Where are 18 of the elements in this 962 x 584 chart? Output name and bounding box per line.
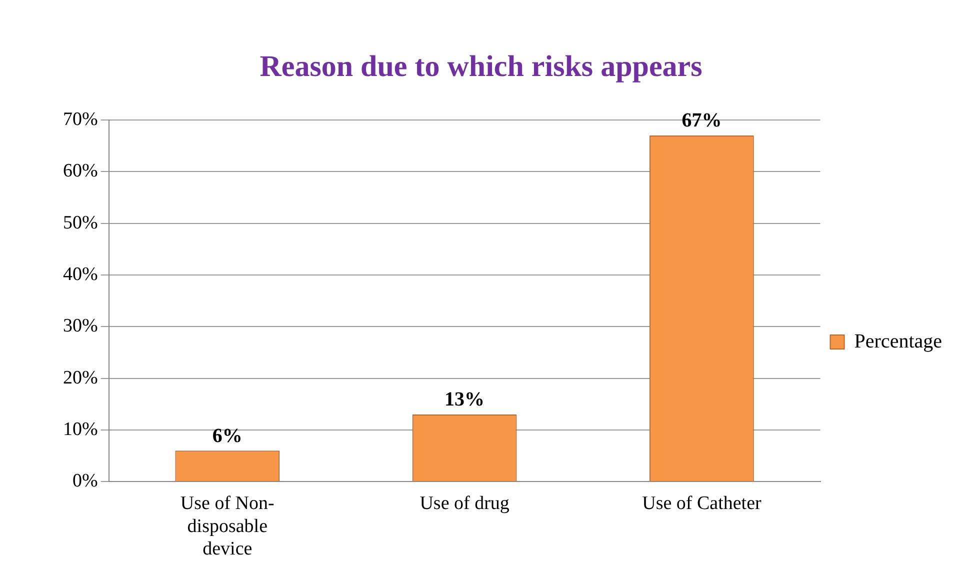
data-label: 6% bbox=[212, 424, 242, 447]
y-tick-label: 0% bbox=[72, 470, 98, 492]
y-tick-label: 70% bbox=[63, 108, 98, 130]
y-tick-label: 20% bbox=[63, 367, 98, 388]
data-label: 13% bbox=[444, 388, 485, 411]
data-label: 67% bbox=[682, 110, 722, 132]
y-tick-label: 40% bbox=[63, 264, 98, 285]
chart-title: Reason due to which risks appears bbox=[258, 50, 704, 84]
y-tick-label: 30% bbox=[63, 316, 98, 337]
legend-label: Percentage bbox=[854, 330, 942, 352]
y-tick-label: 10% bbox=[63, 418, 98, 440]
category-label: device bbox=[202, 538, 252, 560]
y-tick-label: 60% bbox=[63, 160, 98, 182]
x-tick-label: Use of Catheter bbox=[642, 492, 762, 514]
category-label: disposable bbox=[187, 516, 268, 537]
x-tick-label: Use of drug bbox=[420, 492, 510, 514]
category-label: Use of Non- bbox=[180, 492, 274, 514]
y-tick-label: 50% bbox=[63, 212, 98, 234]
